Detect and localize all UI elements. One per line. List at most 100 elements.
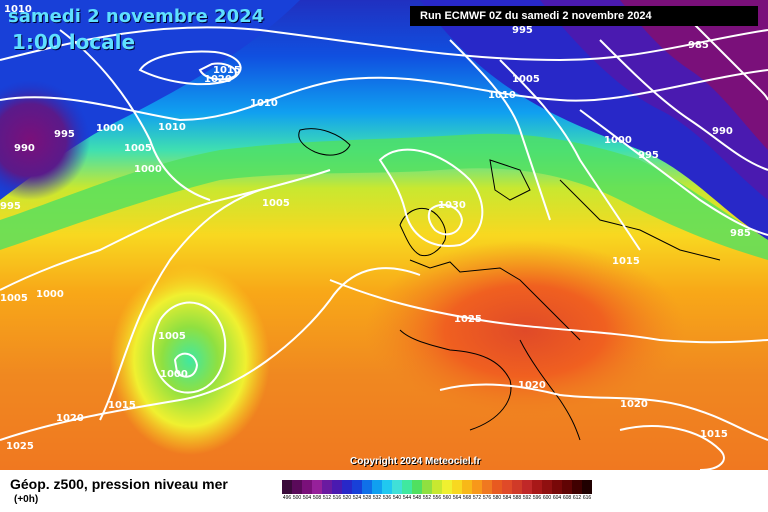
run-info: Run ECMWF 0Z du samedi 2 novembre 2024: [410, 6, 758, 26]
isobar-label: 1000: [160, 369, 188, 380]
isobar-label: 1020: [56, 413, 84, 424]
legend-label: 604: [552, 495, 562, 501]
legend-swatch: [522, 480, 532, 494]
isobar-label: 1015: [108, 400, 136, 411]
legend-label: 548: [412, 495, 422, 501]
isobar-label: 1000: [36, 289, 64, 300]
legend-swatch: [292, 480, 302, 494]
legend-swatch: [342, 480, 352, 494]
legend-label: 572: [472, 495, 482, 501]
legend-swatch: [542, 480, 552, 494]
isobar-label: 995: [638, 150, 659, 161]
isobar-label: 1000: [134, 164, 162, 175]
legend-swatch: [302, 480, 312, 494]
legend-label: 532: [372, 495, 382, 501]
isobar-label: 1010: [250, 98, 278, 109]
coastlines: [298, 128, 721, 441]
isobars: [0, 19, 768, 470]
isobar-label: 1020: [620, 399, 648, 410]
legend-label: 544: [402, 495, 412, 501]
legend-label: 516: [332, 495, 342, 501]
legend-label: 576: [482, 495, 492, 501]
legend-swatch: [502, 480, 512, 494]
legend-swatch: [462, 480, 472, 494]
legend-swatch: [312, 480, 322, 494]
isobar-label: 1005: [512, 74, 540, 85]
legend-label: 564: [452, 495, 462, 501]
trough-nw: [0, 0, 300, 200]
legend-swatch: [482, 480, 492, 494]
legend-label: 496: [282, 495, 292, 501]
isobar-label: 995: [512, 25, 533, 36]
legend-label: 600: [542, 495, 552, 501]
legend-swatch: [492, 480, 502, 494]
isobar-label: 1005: [262, 198, 290, 209]
legend-label: 556: [432, 495, 442, 501]
isobar-label: 1015: [213, 65, 241, 76]
legend-label: 612: [572, 495, 582, 501]
legend-label: 560: [442, 495, 452, 501]
legend-label: 508: [312, 495, 322, 501]
parameter-title: Géop. z500, pression niveau mer: [10, 476, 228, 492]
legend-label: 592: [522, 495, 532, 501]
trough-ne-purple: [620, 0, 768, 150]
legend-labels: 496 500 504 508 512 516 520 524 528 532 536 540 544 5…: [282, 495, 592, 501]
color-legend: 496 500 504 508 512 516 520 524 528 532 536 540 544 5…: [282, 480, 592, 501]
isobar-label: 990: [712, 126, 733, 137]
isobar-label: 995: [0, 201, 21, 212]
legend-swatch: [532, 480, 542, 494]
isobar-label: 1020: [518, 380, 546, 391]
legend-label: 524: [352, 495, 362, 501]
legend-swatch: [412, 480, 422, 494]
cutoff-low: [110, 265, 270, 455]
isobar-label: 1010: [488, 90, 516, 101]
legend-swatch: [382, 480, 392, 494]
isobar-label: 1025: [454, 314, 482, 325]
legend-swatches: [282, 480, 592, 494]
legend-swatch: [332, 480, 342, 494]
legend-swatch: [282, 480, 292, 494]
legend-swatch: [352, 480, 362, 494]
isobar-label: 995: [54, 129, 75, 140]
legend-label: 608: [562, 495, 572, 501]
isobar-label: 1005: [124, 143, 152, 154]
legend-swatch: [392, 480, 402, 494]
legend-swatch: [442, 480, 452, 494]
isobar-label: 990: [14, 143, 35, 154]
legend-swatch: [402, 480, 412, 494]
legend-label: 552: [422, 495, 432, 501]
isobar-label: 1015: [612, 256, 640, 267]
legend-label: 588: [512, 495, 522, 501]
isobar-label: 1005: [0, 293, 28, 304]
legend-label: 512: [322, 495, 332, 501]
legend-label: 504: [302, 495, 312, 501]
legend-swatch: [582, 480, 592, 494]
isobar-labels: 1010 1015 1020 995 1000 990 1010 1005 10…: [0, 4, 751, 452]
legend-swatch: [372, 480, 382, 494]
isobar-label: 1005: [158, 331, 186, 342]
isobar-label: 1000: [96, 123, 124, 134]
legend-label: 580: [492, 495, 502, 501]
isobar-label: 985: [730, 228, 751, 239]
legend-swatch: [552, 480, 562, 494]
legend-swatch: [362, 480, 372, 494]
isobar-label: 1015: [700, 429, 728, 440]
forecast-step: (+0h): [14, 494, 39, 505]
legend-label: 520: [342, 495, 352, 501]
legend-swatch: [422, 480, 432, 494]
legend-label: 616: [582, 495, 592, 501]
isobar-label: 1010: [158, 122, 186, 133]
legend-swatch: [572, 480, 582, 494]
geopotential-map: 1010 1015 1020 995 1000 990 1010 1005 10…: [0, 0, 768, 470]
copyright: Copyright 2024 Meteociel.fr: [350, 456, 481, 467]
jet-band: [0, 133, 768, 260]
legend-label: 528: [362, 495, 372, 501]
ridge-europe: [240, 170, 700, 430]
isobar-label: 1000: [604, 135, 632, 146]
isobar-label: 1025: [6, 441, 34, 452]
legend-swatch: [432, 480, 442, 494]
legend-swatch: [472, 480, 482, 494]
legend-label: 500: [292, 495, 302, 501]
isobar-label: 985: [688, 40, 709, 51]
